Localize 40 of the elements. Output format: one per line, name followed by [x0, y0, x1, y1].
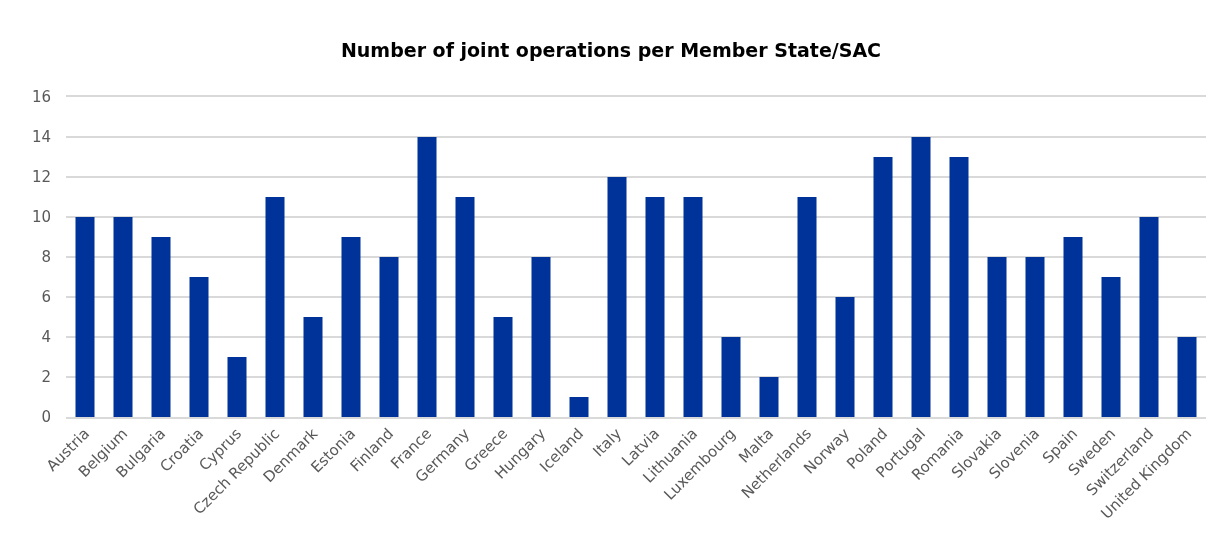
y-tick-label: 2 — [41, 368, 51, 387]
bar — [493, 317, 513, 417]
bar — [569, 397, 589, 417]
y-tick-label: 0 — [41, 408, 51, 427]
y-tick-label: 10 — [31, 208, 51, 227]
chart-title: Number of joint operations per Member State/SAC — [340, 38, 882, 61]
bar — [873, 157, 893, 417]
bar — [151, 237, 171, 417]
y-tick-label: 12 — [31, 168, 51, 187]
bar — [645, 197, 665, 417]
bar — [417, 137, 437, 417]
bar — [1101, 277, 1121, 417]
bar — [113, 217, 133, 417]
bar — [607, 177, 627, 417]
bar — [227, 357, 247, 417]
bar — [1025, 257, 1045, 417]
bar — [341, 237, 361, 417]
bar — [75, 217, 95, 417]
bar — [1139, 217, 1159, 417]
bar — [911, 137, 931, 417]
bar — [531, 257, 551, 417]
bar — [987, 257, 1007, 417]
bar — [1177, 337, 1197, 417]
bar — [1063, 237, 1083, 417]
bar — [379, 257, 399, 417]
bar — [265, 197, 285, 417]
y-tick-label: 8 — [41, 248, 51, 267]
bar — [949, 157, 969, 417]
bar — [721, 337, 741, 417]
bar — [835, 297, 855, 417]
bar — [189, 277, 209, 417]
y-tick-label: 6 — [41, 288, 51, 307]
y-tick-label: 16 — [31, 88, 51, 107]
bar — [683, 197, 703, 417]
y-tick-label: 4 — [41, 328, 51, 347]
bar — [303, 317, 323, 417]
bar — [797, 197, 817, 417]
y-tick-label: 14 — [31, 128, 51, 147]
bar — [759, 377, 779, 417]
bar — [455, 197, 475, 417]
